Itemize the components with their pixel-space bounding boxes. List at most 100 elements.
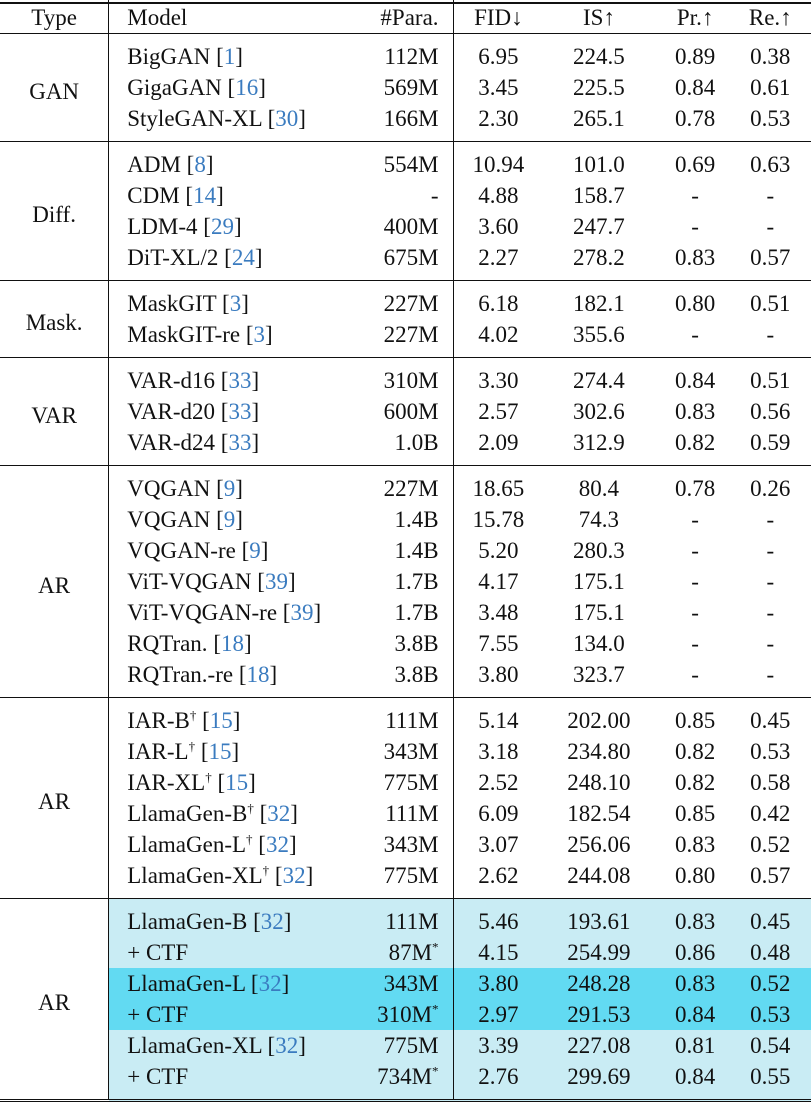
model-name: RQTran. [127,631,208,656]
model-cell: VQGAN-re [9] [108,535,348,566]
citation-link[interactable]: 32 [265,832,289,857]
column-header-recall: Re.↑ [748,5,792,30]
citation-link[interactable]: 18 [246,662,270,687]
fid-value: 10.94 [452,141,544,180]
is-value: 256.06 [567,832,631,857]
citation-link[interactable]: 15 [209,708,233,733]
model-cell: LlamaGen-XL† [32] [108,860,348,899]
fid-value: 7.55 [452,628,544,659]
citation-link[interactable]: 9 [249,538,261,563]
model-cell: VAR-d20 [33] [108,396,348,427]
model-name: IAR-B [127,708,190,733]
params-cell: 227M [348,466,453,505]
recall-value: 0.56 [750,399,791,424]
citation-link[interactable]: 9 [223,507,236,532]
citation-link[interactable]: 3 [229,291,242,316]
table-row: Diff. ADM [8] 554M 10.94 101.0 0.69 0.63 [0,141,811,227]
model-name: LlamaGen-L [127,832,247,857]
model-cell: ADM [8] [108,141,348,180]
params-value: 227M [383,291,439,316]
params-value: 775M [383,770,439,795]
citation-link[interactable]: 32 [267,801,291,826]
fid-value: 6.95 [452,33,544,72]
model-cell: + CTF [108,999,348,1030]
citation-link[interactable]: 39 [264,569,288,594]
citation-link[interactable]: 32 [258,971,282,996]
params-cell: 1.0B [348,427,453,466]
table-row: AR LlamaGen-B [32] 111M 5.46 193.61 0.83 0.45 [0,898,811,1015]
model-name: LDM-4 [127,214,198,239]
dagger-mark: † [262,862,270,878]
is-value: 248.28 [543,968,655,999]
citation-link[interactable]: 33 [228,368,252,393]
params-cell: 1.7B [348,597,453,628]
citation-link[interactable]: 32 [260,909,284,934]
table-row: MaskGIT-re [3] 227M 4.02 355.6 - - [0,319,811,358]
table-section: GAN BigGAN [1] 112M 6.95 224.5 0.89 0.38 GigaGA… [0,33,811,142]
recall-value: 0.51 [750,291,791,316]
type-label: VAR [31,402,77,428]
precision-value: - [691,183,699,208]
table-row: LlamaGen-XL† [32] 775M 2.62 244.08 0.80 0.57 [0,860,811,899]
params-value: 1.4B [394,538,439,563]
recall-value: 0.63 [750,152,791,177]
params-cell: 310M [348,358,453,397]
precision-value: - [691,538,699,563]
recall-value: - [766,631,775,656]
recall-value: 0.53 [735,999,811,1030]
citation-link[interactable]: 14 [193,183,217,208]
citation-link[interactable]: 29 [210,214,234,239]
citation-link[interactable]: 32 [275,1033,299,1058]
precision-value: - [691,631,699,656]
citation-link[interactable]: 15 [208,739,232,764]
recall-value: - [766,214,775,239]
citation-link[interactable]: 3 [253,322,266,347]
model-name: BigGAN [127,44,211,69]
table-section: AR VQGAN [9] 227M 18.65 80.4 0.78 0.26 VQGAN [9… [0,465,811,698]
is-value: 234.80 [567,739,631,764]
params-cell: 775M [348,860,453,899]
precision-value: 0.86 [654,937,736,968]
citation-link[interactable]: 24 [231,245,255,270]
table-row: + CTF 87M* 4.15 254.99 0.86 0.48 [0,937,811,968]
table-row: Mask. MaskGIT [3] 227M 6.18 182.1 0.80 0.51 [0,280,811,335]
recall-value: 0.57 [750,863,791,888]
params-value: 111M [385,708,439,733]
citation-link[interactable]: 30 [275,106,299,131]
fid-value: 2.97 [452,999,544,1030]
is-value: 227.08 [543,1030,655,1061]
citation-link[interactable]: 18 [220,631,244,656]
model-cell: MaskGIT [3] [108,280,348,319]
params-cell: 675M [348,242,453,281]
table-row: IAR-L† [15] 343M 3.18 234.80 0.82 0.53 [0,736,811,767]
citation-link[interactable]: 33 [228,430,252,455]
params-cell: 112M [348,34,453,73]
table-row: StyleGAN-XL [30] 166M 2.30 265.1 0.78 0.53 [0,103,811,142]
is-value: 299.69 [543,1061,655,1101]
precision-value: 0.81 [654,1030,736,1061]
model-cell: LlamaGen-L† [32] [108,829,348,860]
model-cell: LlamaGen-L [32] [108,968,348,999]
citation-link[interactable]: 33 [228,399,252,424]
citation-link[interactable]: 1 [223,44,236,69]
is-value: 175.1 [573,569,625,594]
citation-link[interactable]: 39 [290,600,314,625]
recall-value: 0.57 [750,245,791,270]
type-label: Mask. [25,310,83,335]
model-cell: IAR-XL† [15] [108,767,348,798]
fid-value: 3.07 [452,829,544,860]
params-cell: - [348,180,453,211]
table-row: AR IAR-B† [15] 111M 5.14 202.00 0.85 0.45 [0,697,811,814]
citation-link[interactable]: 8 [194,152,206,177]
model-name: VQGAN-re [127,538,236,563]
recall-value: 0.52 [750,832,791,857]
fid-value: 2.62 [452,860,544,899]
model-name: ViT-VQGAN [127,569,252,594]
precision-value: - [691,600,699,625]
model-name: MaskGIT-re [127,322,241,347]
citation-link[interactable]: 32 [282,863,306,888]
citation-link[interactable]: 9 [223,476,236,501]
recall-value: 0.51 [750,368,791,393]
citation-link[interactable]: 15 [225,770,249,795]
citation-link[interactable]: 16 [235,75,259,100]
